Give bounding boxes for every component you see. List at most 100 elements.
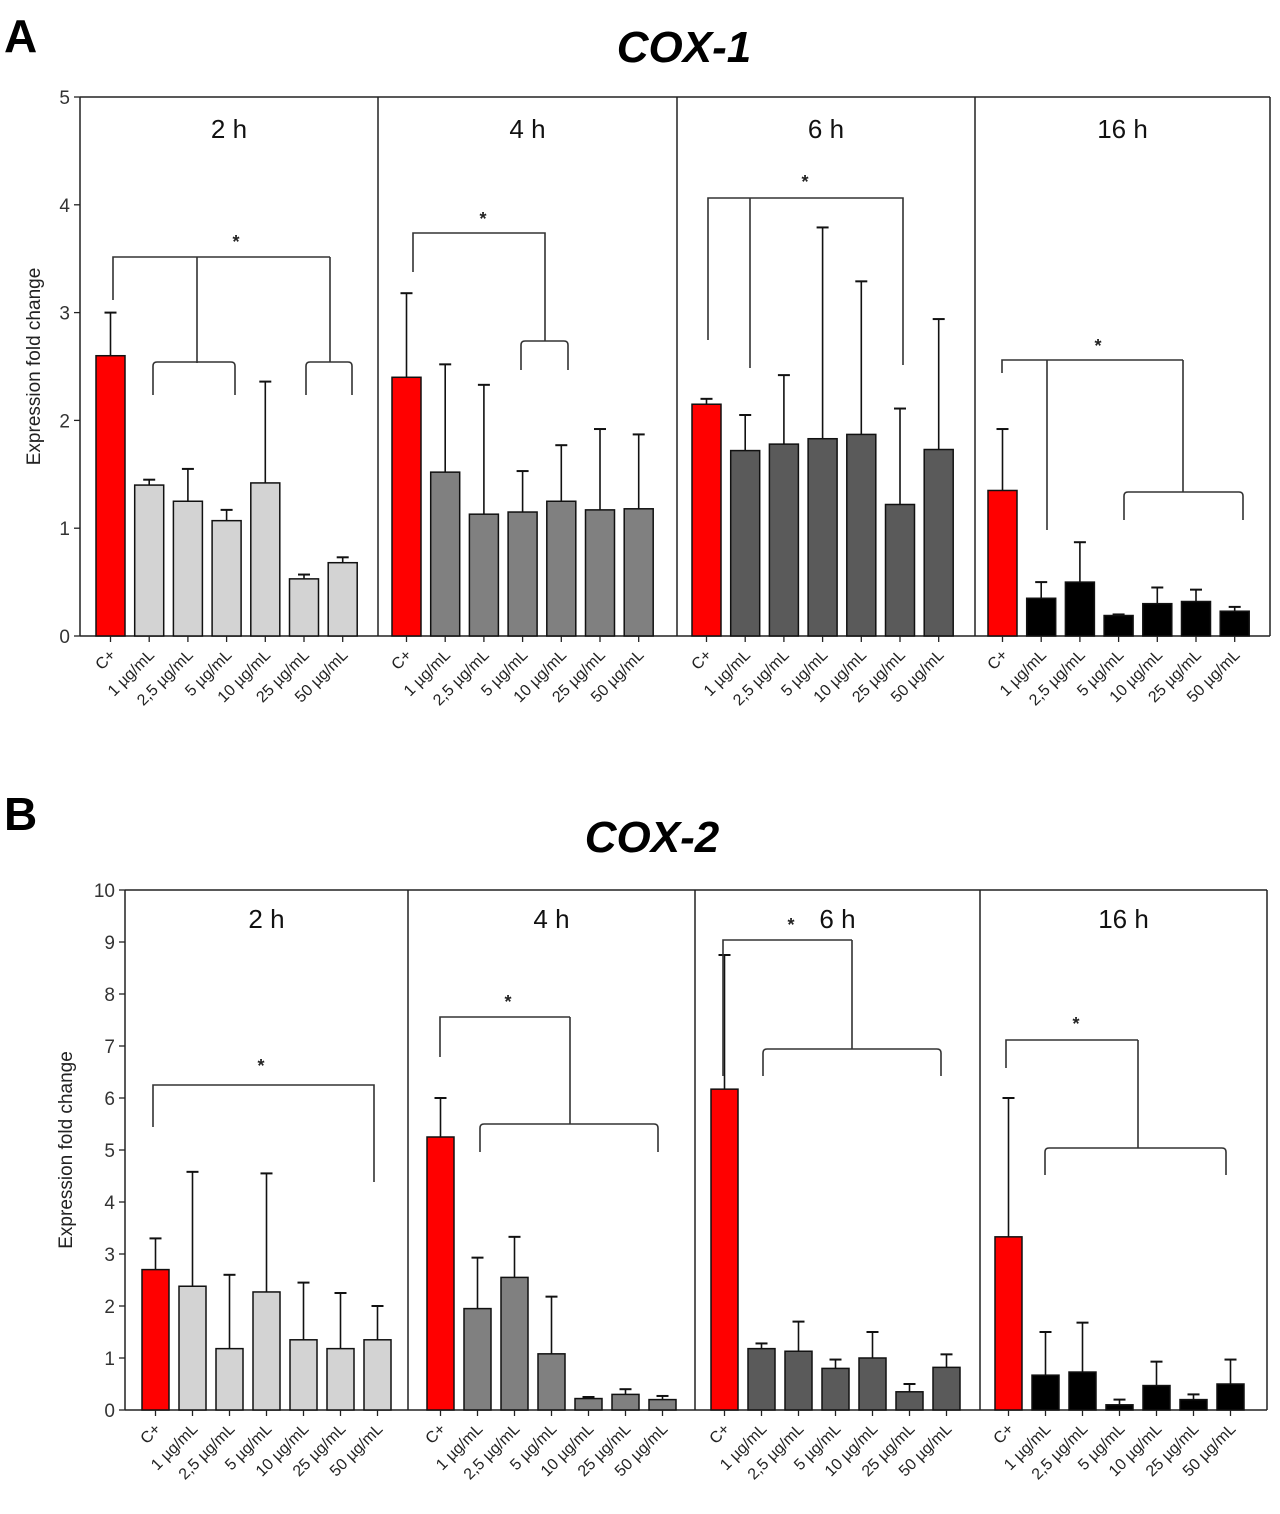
bar	[747, 1347, 776, 1411]
bar	[252, 1291, 281, 1411]
y-tick-label: 1	[59, 519, 70, 540]
bar	[1025, 597, 1057, 637]
group-time-label: 6 h	[819, 904, 855, 934]
bar	[326, 1347, 355, 1411]
y-tick-label: 2	[104, 1297, 115, 1318]
bar	[1219, 610, 1250, 637]
cox2-chart: 0 1 2 3 4 5 6 7 8 9 10 Expression fold change 2 h C+ 1…	[56, 881, 1268, 1483]
y-axis-label: Expression fold change	[24, 268, 45, 466]
significance-star: *	[801, 172, 808, 192]
y-tick-label: 3	[104, 1245, 115, 1266]
significance-bracket	[707, 197, 904, 368]
chart-title-cox2: COX-2	[585, 813, 720, 862]
x-tick-label: C+	[93, 647, 120, 674]
y-tick-label: 5	[104, 1141, 115, 1162]
bar	[178, 1285, 207, 1411]
bar	[1064, 581, 1096, 637]
bar	[429, 471, 461, 637]
bar-control	[987, 489, 1018, 637]
bar-control	[391, 376, 422, 637]
bar-control	[994, 1236, 1023, 1411]
group-time-label: 16 h	[1097, 114, 1148, 144]
y-tick-label: 9	[104, 933, 115, 954]
group-time-label: 4 h	[533, 904, 569, 934]
bar	[363, 1339, 392, 1411]
significance-bracket	[1001, 359, 1244, 530]
x-tick-label: C+	[991, 1421, 1018, 1448]
bar	[1103, 614, 1134, 637]
bar	[884, 503, 916, 637]
y-tick-label: 8	[104, 985, 115, 1006]
bar	[1142, 1384, 1171, 1411]
x-tick-label: C+	[138, 1421, 165, 1448]
bar	[623, 508, 654, 637]
significance-star: *	[1094, 336, 1101, 356]
significance-bracket	[152, 1084, 375, 1182]
y-tick-label: 7	[104, 1037, 115, 1058]
bar	[288, 578, 320, 637]
bar	[611, 1393, 640, 1411]
y-axis-label: Expression fold change	[56, 1051, 77, 1249]
bar	[1179, 1398, 1208, 1411]
bar	[133, 484, 165, 637]
bar	[172, 500, 204, 637]
bar	[574, 1397, 603, 1411]
y-tick-label: 0	[59, 627, 70, 648]
bar	[768, 443, 800, 637]
group-time-label: 2 h	[248, 904, 284, 934]
y-tick-label: 3	[59, 304, 70, 325]
bar	[923, 448, 954, 637]
bar	[546, 500, 577, 637]
x-tick-label: C+	[389, 647, 416, 674]
bar	[289, 1339, 318, 1411]
bar	[846, 433, 877, 637]
bar-control	[691, 403, 722, 637]
bar	[784, 1350, 813, 1411]
significance-star: *	[504, 992, 511, 1012]
bar	[858, 1357, 887, 1411]
y-tick-label: 2	[59, 411, 70, 432]
panel-letter-b: B	[4, 788, 37, 840]
y-tick-label: 10	[94, 881, 115, 902]
bar-control	[95, 354, 126, 637]
x-tick-label: C+	[689, 647, 716, 674]
bar	[584, 509, 616, 637]
bar	[821, 1367, 850, 1411]
y-tick-label: 0	[104, 1401, 115, 1422]
significance-bracket	[1005, 1039, 1227, 1175]
chart-title-cox1: COX-1	[617, 23, 751, 72]
bar	[1180, 600, 1212, 637]
y-tick-label: 1	[104, 1349, 115, 1370]
y-tick-label: 4	[59, 196, 70, 217]
significance-star: *	[257, 1056, 264, 1076]
bar	[1031, 1374, 1060, 1411]
y-tick-label: 4	[104, 1193, 115, 1214]
bar-control	[141, 1268, 170, 1411]
group-time-label: 2 h	[211, 114, 247, 144]
significance-star: *	[232, 232, 239, 252]
bar	[932, 1366, 961, 1411]
bar	[1105, 1404, 1134, 1411]
significance-bracket	[439, 1016, 659, 1152]
x-tick-label: C+	[985, 647, 1012, 674]
bar-control	[426, 1136, 455, 1411]
y-tick-label: 6	[104, 1089, 115, 1110]
significance-star: *	[787, 915, 794, 935]
x-tick-label: C+	[423, 1421, 450, 1448]
bar	[648, 1398, 677, 1411]
group-time-label: 16 h	[1098, 904, 1149, 934]
bar	[537, 1353, 566, 1411]
significance-bracket	[112, 256, 353, 395]
group-time-label: 4 h	[509, 114, 545, 144]
bar	[1142, 602, 1173, 637]
bar	[215, 1347, 244, 1411]
bar	[468, 513, 500, 637]
bar	[250, 482, 281, 637]
bar	[1068, 1371, 1097, 1411]
group-time-label: 6 h	[808, 114, 844, 144]
panel-letter-a: A	[4, 10, 37, 62]
significance-bracket	[722, 939, 942, 1076]
bar	[463, 1307, 492, 1411]
